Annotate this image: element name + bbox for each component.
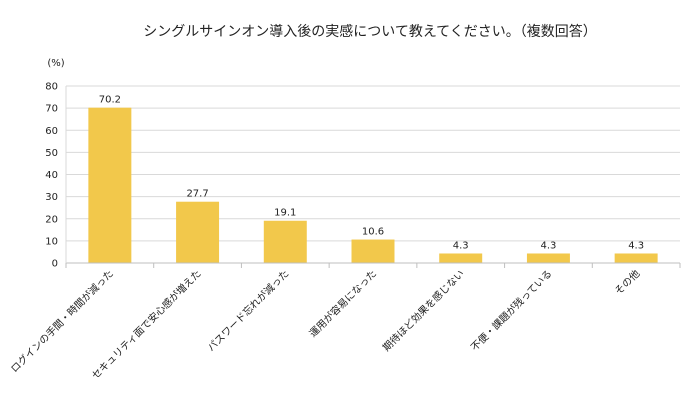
axes: [65, 86, 681, 268]
y-axis-unit-label: (%): [47, 58, 64, 69]
bar: [88, 107, 132, 264]
y-tick-label: 40: [45, 170, 58, 181]
bars: [88, 107, 658, 264]
data-label: 70.2: [99, 95, 121, 106]
y-tick-label: 10: [45, 236, 58, 247]
bar: [439, 253, 483, 263]
chart-title: シングルサインオン導入後の実感について教えてください。（複数回答）: [143, 23, 596, 40]
x-tick-label: パスワード忘れが減った: [204, 267, 291, 354]
x-tick-label: 不便・課題が残っている: [468, 267, 555, 354]
bar: [263, 220, 307, 263]
y-tick-label: 30: [45, 192, 58, 203]
x-tick-label: 運用が容易になった: [306, 267, 379, 340]
y-tick-label: 20: [45, 214, 58, 225]
x-tick-label: 期待ほど効果を感じない: [380, 267, 467, 354]
bar: [176, 201, 220, 263]
data-label: 4.3: [628, 240, 644, 251]
bar: [614, 253, 658, 263]
data-label: 19.1: [274, 208, 296, 219]
x-tick-label: ログインの手間・時間が減った: [8, 267, 116, 375]
data-label: 27.7: [186, 189, 208, 200]
bar: [526, 253, 570, 263]
y-tick-label: 0: [52, 259, 58, 270]
y-tick-label: 50: [45, 148, 58, 159]
data-label: 4.3: [453, 240, 469, 251]
x-tick-label: その他: [612, 267, 642, 297]
y-tick-label: 70: [45, 104, 58, 115]
data-label: 4.3: [540, 240, 556, 251]
bar: [351, 239, 395, 263]
data-label: 10.6: [362, 227, 384, 238]
y-tick-label: 60: [45, 126, 58, 137]
grid-lines: [66, 85, 680, 242]
y-tick-label: 80: [45, 82, 58, 93]
